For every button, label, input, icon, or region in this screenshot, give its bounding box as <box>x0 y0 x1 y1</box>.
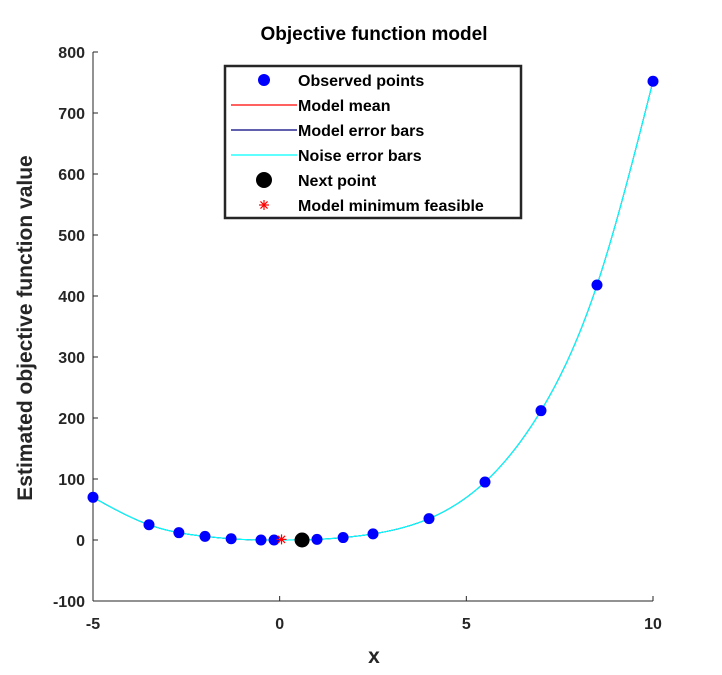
observed-point <box>199 530 211 542</box>
observed-point <box>479 476 491 488</box>
y-tick-label: -100 <box>53 594 85 611</box>
legend-label: Noise error bars <box>298 148 422 165</box>
next-point-marker <box>294 532 310 548</box>
y-tick-label: 700 <box>58 106 85 123</box>
observed-point <box>87 491 99 503</box>
legend-label: Model minimum feasible <box>298 198 484 215</box>
legend-item: Model mean <box>231 98 390 115</box>
observed-point <box>367 528 379 540</box>
y-tick-label: 600 <box>58 167 85 184</box>
observed-point <box>337 532 349 544</box>
legend-marker <box>256 172 272 188</box>
y-tick-label: 800 <box>58 45 85 62</box>
y-tick-label: 100 <box>58 472 85 489</box>
observed-point <box>423 513 435 525</box>
legend-marker <box>259 200 269 210</box>
observed-point <box>173 527 185 539</box>
plot-area: -100 0 100 200 300 400 500 600 700 800 -5 0 5 10 <box>53 45 662 633</box>
x-tick-label: 10 <box>644 616 662 633</box>
x-axis-label: x <box>368 645 380 668</box>
legend-marker <box>258 74 270 86</box>
x-tick-label: 0 <box>275 616 284 633</box>
legend-item: Observed points <box>258 73 424 90</box>
legend-box <box>223 64 523 220</box>
legend-item: Model minimum feasible <box>259 198 484 215</box>
model-minimum-marker <box>276 534 287 545</box>
observed-point <box>255 534 267 546</box>
chart-title: Objective function model <box>261 24 488 45</box>
y-axis-label: Estimated objective function value <box>14 155 37 500</box>
observed-point <box>535 405 547 417</box>
y-tick-label: 500 <box>58 228 85 245</box>
observed-point <box>225 533 237 545</box>
y-tick-label: 200 <box>58 411 85 428</box>
y-tick-label: 0 <box>76 533 85 550</box>
legend-label: Observed points <box>298 73 424 90</box>
legend-label: Next point <box>298 173 377 190</box>
observed-point <box>647 75 659 87</box>
legend-label: Model error bars <box>298 123 424 140</box>
legend: Observed points Model mean Model error bar… <box>223 64 523 220</box>
legend-label: Model mean <box>298 98 390 115</box>
observed-point <box>591 279 603 291</box>
legend-item: Model error bars <box>231 123 424 140</box>
x-tick-label: -5 <box>86 616 100 633</box>
legend-item: Noise error bars <box>231 148 422 165</box>
observed-point <box>311 533 323 545</box>
observed-point <box>268 534 280 546</box>
y-tick-label: 400 <box>58 289 85 306</box>
observed-point <box>143 519 155 531</box>
legend-item: Next point <box>256 172 377 190</box>
x-tick-label: 5 <box>462 616 471 633</box>
y-tick-label: 300 <box>58 350 85 367</box>
